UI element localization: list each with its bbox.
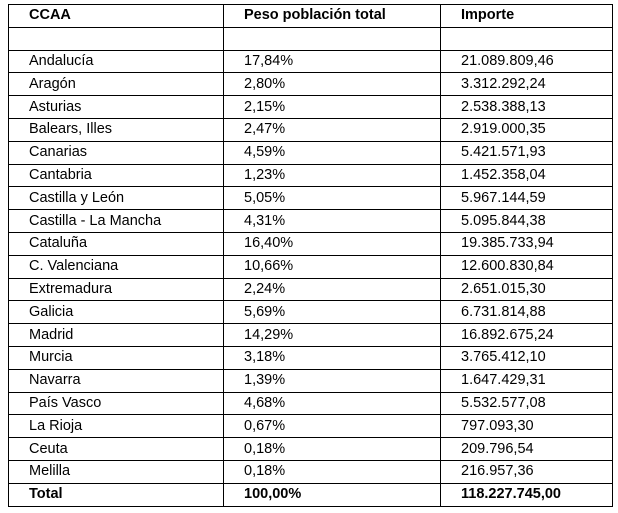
peso-cell: 5,69% [223, 300, 441, 325]
table-row: Aragón 2,80% 3.312.292,24 [8, 72, 613, 97]
ccaa-cell: Cantabria [8, 163, 224, 188]
table-row: Asturias 2,15% 2.538.388,13 [8, 95, 613, 119]
ccaa-table: CCAA Peso población total Importe Andalu… [8, 4, 613, 507]
ccaa-cell: Cataluña [8, 231, 224, 256]
importe-cell: 2.538.388,13 [440, 95, 613, 119]
header-row: CCAA Peso población total Importe [8, 4, 613, 28]
table-row: Madrid 14,29% 16.892.675,24 [8, 323, 613, 347]
peso-cell: 2,80% [223, 72, 441, 97]
peso-cell: 2,15% [223, 95, 441, 119]
header-ccaa: CCAA [8, 4, 224, 28]
peso-cell: 14,29% [223, 323, 441, 347]
importe-cell: 5.421.571,93 [440, 140, 613, 165]
header-peso-poblacion: Peso población total [223, 4, 441, 28]
importe-cell: 2.919.000,35 [440, 117, 613, 142]
importe-cell: 216.957,36 [440, 459, 613, 484]
ccaa-cell: Asturias [8, 95, 224, 119]
ccaa-cell: Madrid [8, 323, 224, 347]
total-importe: 118.227.745,00 [440, 482, 613, 507]
importe-cell: 1.647.429,31 [440, 368, 613, 393]
peso-cell: 4,68% [223, 391, 441, 416]
peso-cell: 4,31% [223, 209, 441, 233]
importe-cell: 6.731.814,88 [440, 300, 613, 325]
importe-cell: 12.600.830,84 [440, 254, 613, 279]
table-row: La Rioja 0,67% 797.093,30 [8, 414, 613, 439]
importe-cell: 2.651.015,30 [440, 277, 613, 302]
importe-cell: 19.385.733,94 [440, 231, 613, 256]
peso-cell: 2,24% [223, 277, 441, 302]
ccaa-cell: La Rioja [8, 414, 224, 439]
table-row: Melilla 0,18% 216.957,36 [8, 459, 613, 484]
importe-cell: 5.532.577,08 [440, 391, 613, 416]
peso-cell: 5,05% [223, 186, 441, 211]
header-importe: Importe [440, 4, 613, 28]
total-row: Total 100,00% 118.227.745,00 [8, 482, 613, 507]
ccaa-cell: Andalucía [8, 49, 224, 74]
importe-cell: 5.967.144,59 [440, 186, 613, 211]
importe-cell: 1.452.358,04 [440, 163, 613, 188]
table-row: Cataluña 16,40% 19.385.733,94 [8, 231, 613, 256]
table-row: Balears, Illes 2,47% 2.919.000,35 [8, 117, 613, 142]
ccaa-cell: Castilla - La Mancha [8, 209, 224, 233]
ccaa-cell: Balears, Illes [8, 117, 224, 142]
table-row: Ceuta 0,18% 209.796,54 [8, 437, 613, 461]
peso-cell: 2,47% [223, 117, 441, 142]
importe-cell: 3.765.412,10 [440, 345, 613, 370]
peso-cell: 0,67% [223, 414, 441, 439]
ccaa-cell: Aragón [8, 72, 224, 97]
table-row: Cantabria 1,23% 1.452.358,04 [8, 163, 613, 188]
peso-cell: 3,18% [223, 345, 441, 370]
ccaa-cell: Castilla y León [8, 186, 224, 211]
empty-row [8, 26, 613, 51]
importe-cell: 797.093,30 [440, 414, 613, 439]
peso-cell: 17,84% [223, 49, 441, 74]
table-row: Galicia 5,69% 6.731.814,88 [8, 300, 613, 325]
ccaa-cell: Murcia [8, 345, 224, 370]
peso-cell: 10,66% [223, 254, 441, 279]
table-row: País Vasco 4,68% 5.532.577,08 [8, 391, 613, 416]
peso-cell: 0,18% [223, 459, 441, 484]
ccaa-cell: Galicia [8, 300, 224, 325]
total-label: Total [8, 482, 224, 507]
empty-cell [223, 26, 441, 51]
ccaa-cell: C. Valenciana [8, 254, 224, 279]
importe-cell: 3.312.292,24 [440, 72, 613, 97]
ccaa-cell: Navarra [8, 368, 224, 393]
table-row: Andalucía 17,84% 21.089.809,46 [8, 49, 613, 74]
empty-cell [8, 26, 224, 51]
importe-cell: 209.796,54 [440, 437, 613, 461]
importe-cell: 5.095.844,38 [440, 209, 613, 233]
table-row: Extremadura 2,24% 2.651.015,30 [8, 277, 613, 302]
ccaa-cell: País Vasco [8, 391, 224, 416]
table-row: Navarra 1,39% 1.647.429,31 [8, 368, 613, 393]
ccaa-cell: Extremadura [8, 277, 224, 302]
table-row: C. Valenciana 10,66% 12.600.830,84 [8, 254, 613, 279]
peso-cell: 16,40% [223, 231, 441, 256]
table-row: Murcia 3,18% 3.765.412,10 [8, 345, 613, 370]
peso-cell: 1,23% [223, 163, 441, 188]
peso-cell: 1,39% [223, 368, 441, 393]
importe-cell: 21.089.809,46 [440, 49, 613, 74]
total-peso: 100,00% [223, 482, 441, 507]
peso-cell: 4,59% [223, 140, 441, 165]
ccaa-cell: Ceuta [8, 437, 224, 461]
table-row: Castilla y León 5,05% 5.967.144,59 [8, 186, 613, 211]
ccaa-cell: Canarias [8, 140, 224, 165]
table-row: Castilla - La Mancha 4,31% 5.095.844,38 [8, 209, 613, 233]
table-row: Canarias 4,59% 5.421.571,93 [8, 140, 613, 165]
peso-cell: 0,18% [223, 437, 441, 461]
importe-cell: 16.892.675,24 [440, 323, 613, 347]
empty-cell [440, 26, 613, 51]
ccaa-cell: Melilla [8, 459, 224, 484]
